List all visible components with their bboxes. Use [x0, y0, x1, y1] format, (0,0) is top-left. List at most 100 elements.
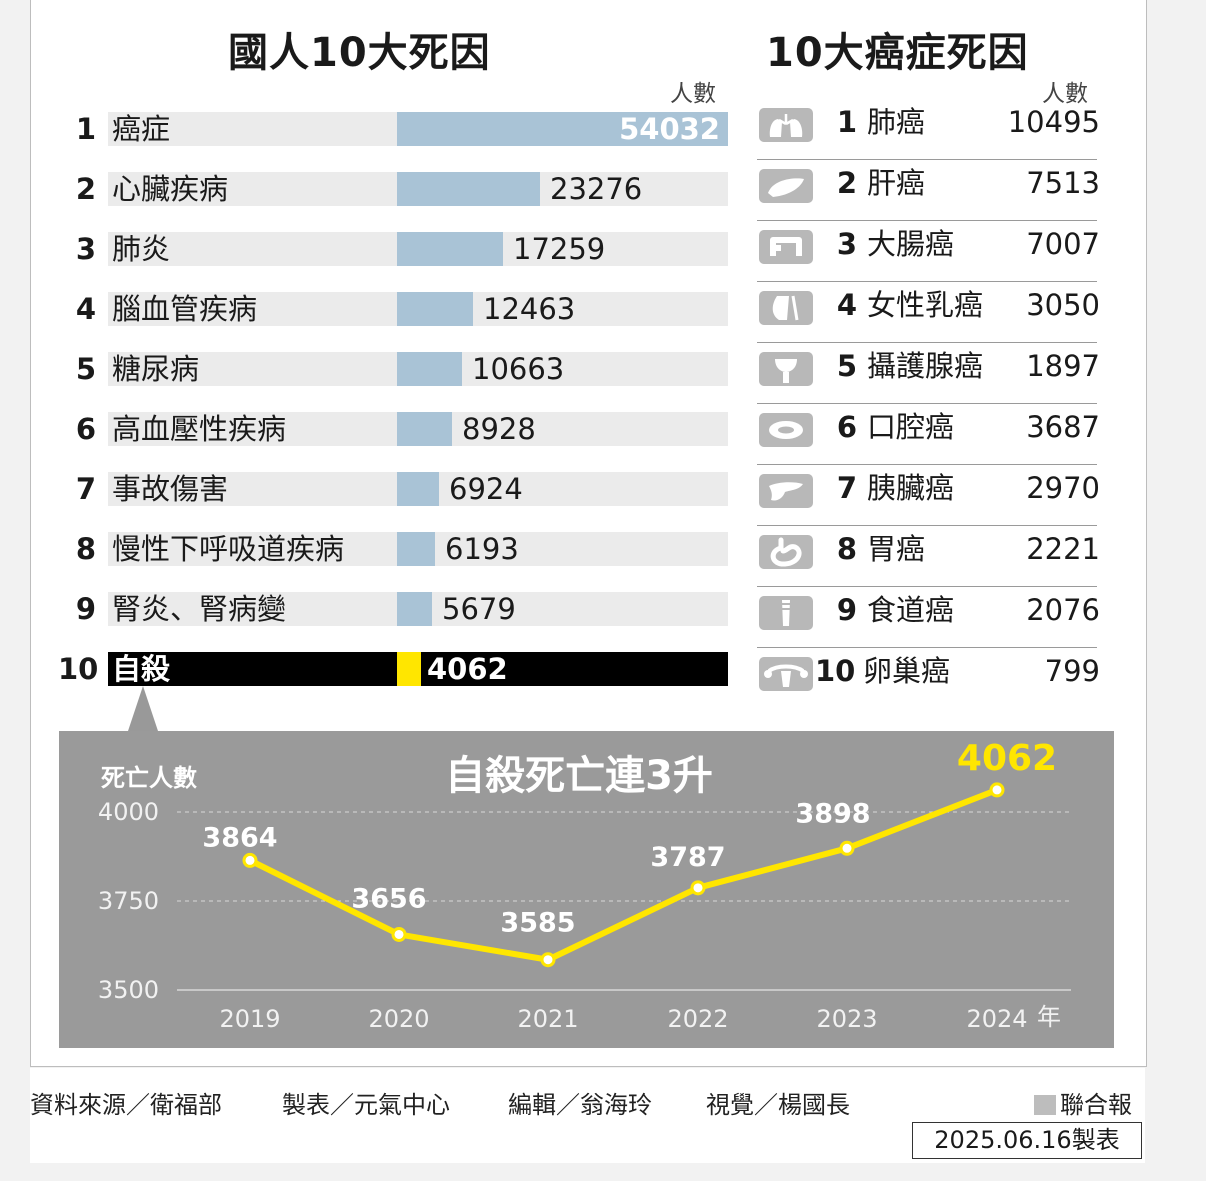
- cancer-row: 4 女性乳癌 3050: [757, 281, 1100, 343]
- cancer-value: 7513: [1026, 166, 1100, 200]
- cancer-value: 3050: [1026, 288, 1100, 322]
- left-unit: 人數: [670, 81, 716, 107]
- brand-label: 聯合報: [1034, 1085, 1132, 1120]
- cause-name: 高血壓性疾病: [112, 412, 287, 446]
- cancer-row: 8 胃癌 2221: [757, 525, 1100, 587]
- cause-value: 4062: [427, 652, 508, 686]
- cancer-name: 胰臟癌: [867, 471, 955, 505]
- value-bar: [397, 232, 503, 266]
- cause-value: 6924: [449, 472, 523, 506]
- death-cause-row: 4 腦血管疾病 12463: [58, 292, 728, 326]
- value-bar: [397, 532, 435, 566]
- cause-value: 17259: [513, 232, 606, 266]
- cancer-row: 3 大腸癌 7007: [757, 220, 1100, 282]
- cancer-value: 799: [1044, 654, 1100, 688]
- cancer-rank: 1: [836, 105, 857, 139]
- cause-value: 8928: [462, 412, 536, 446]
- cancer-row: 6 口腔癌 3687: [757, 403, 1100, 465]
- death-cause-row: 6 高血壓性疾病 8928: [58, 412, 728, 446]
- death-cause-row: 8 慢性下呼吸道疾病 6193: [58, 532, 728, 566]
- cancer-rank: 4: [836, 288, 857, 322]
- cancer-name: 攝護腺癌: [867, 349, 984, 383]
- ovary-icon: [759, 657, 813, 691]
- data-label: 3864: [202, 822, 277, 853]
- cancer-rank: 8: [836, 532, 857, 566]
- rank-number: 9: [75, 592, 96, 626]
- cause-name: 慢性下呼吸道疾病: [112, 532, 345, 566]
- value-bar: [397, 172, 540, 206]
- cause-name: 糖尿病: [112, 352, 200, 386]
- death-cause-row: 7 事故傷害 6924: [58, 472, 728, 506]
- cause-name: 肺炎: [112, 232, 171, 266]
- data-point: [839, 840, 855, 856]
- cancer-value: 1897: [1026, 349, 1100, 383]
- cancer-rank: 5: [836, 349, 857, 383]
- trend-line: [248, 787, 999, 963]
- prostate-icon: [759, 352, 813, 386]
- left-title: 國人10大死因: [228, 30, 491, 76]
- cancer-rank: 9: [836, 593, 857, 627]
- cancer-name: 卵巢癌: [863, 654, 951, 688]
- data-point: [989, 782, 1005, 798]
- rank-number: 4: [75, 292, 96, 326]
- rank-number: 10: [58, 652, 99, 686]
- y-tick-label: 3750: [98, 887, 159, 915]
- cancer-name: 大腸癌: [867, 227, 955, 261]
- cause-name: 事故傷害: [112, 472, 229, 506]
- cause-name: 腎炎、腎病變: [112, 592, 287, 626]
- cause-value: 23276: [550, 172, 643, 206]
- callout-pointer: [128, 686, 158, 731]
- value-bar: [397, 652, 421, 686]
- cause-value: 54032: [619, 112, 720, 146]
- cause-value: 5679: [442, 592, 516, 626]
- data-label: 3898: [795, 798, 870, 829]
- pancreas-icon: [759, 474, 813, 508]
- rank-number: 1: [75, 112, 96, 146]
- x-tick-label: 2021: [517, 1005, 578, 1033]
- rank-number: 6: [75, 412, 96, 446]
- data-point: [540, 952, 556, 968]
- footer-strip: [30, 1068, 1145, 1163]
- rank-number: 5: [75, 352, 96, 386]
- mouth-icon: [759, 413, 813, 447]
- lung-icon: [759, 108, 813, 142]
- suicide-trend-chart: 3500 3750 4000 死亡人數 自殺死亡連3升 3864 2019 3656 2020 3…: [98, 738, 1071, 1033]
- data-label: 3585: [500, 908, 575, 939]
- footer-visual: 視覺／楊國長: [706, 1091, 850, 1119]
- x-tick-label: 2024: [966, 1005, 1027, 1033]
- y-axis-title: 死亡人數: [101, 764, 197, 792]
- x-tick-label: 2022: [667, 1005, 728, 1033]
- rank-number: 8: [75, 532, 96, 566]
- x-tick-label: 2019: [219, 1005, 280, 1033]
- cancer-value: 7007: [1026, 227, 1100, 261]
- data-label: 4062: [957, 738, 1057, 779]
- footer-source: 資料來源／衛福部: [30, 1091, 222, 1119]
- y-tick-label: 4000: [98, 798, 159, 826]
- cancer-row: 10 卵巢癌 799: [757, 647, 1100, 708]
- brand-square-icon: [1034, 1095, 1056, 1115]
- date-box: 2025.06.16製表: [912, 1122, 1142, 1159]
- cause-name: 癌症: [112, 112, 171, 146]
- death-cause-row: 10 自殺 4062: [58, 652, 728, 686]
- death-cause-row: 9 腎炎、腎病變 5679: [58, 592, 728, 626]
- y-tick-label: 3500: [98, 976, 159, 1004]
- cancer-row: 1 肺癌 10495: [757, 98, 1100, 160]
- death-cause-row: 5 糖尿病 10663: [58, 352, 728, 386]
- death-cause-row: 1 癌症 54032: [58, 112, 728, 146]
- cancer-value: 2221: [1026, 532, 1100, 566]
- cancer-row: 9 食道癌 2076: [757, 586, 1100, 648]
- cause-value: 6193: [445, 532, 519, 566]
- value-bar: [397, 472, 439, 506]
- death-cause-row: 2 心臟疾病 23276: [58, 172, 728, 206]
- brand-name: 聯合報: [1060, 1091, 1132, 1119]
- cancer-name: 胃癌: [867, 532, 926, 566]
- cancer-row: 7 胰臟癌 2970: [757, 464, 1100, 526]
- cause-name: 心臟疾病: [112, 172, 229, 206]
- rank-number: 7: [75, 472, 96, 506]
- cancer-value: 2076: [1026, 593, 1100, 627]
- trend-title: 自殺死亡連3升: [445, 753, 713, 799]
- value-bar: [397, 112, 728, 146]
- cancer-name: 肺癌: [867, 105, 926, 139]
- cancer-value: 3687: [1026, 410, 1100, 444]
- cancer-rank: 7: [836, 471, 857, 505]
